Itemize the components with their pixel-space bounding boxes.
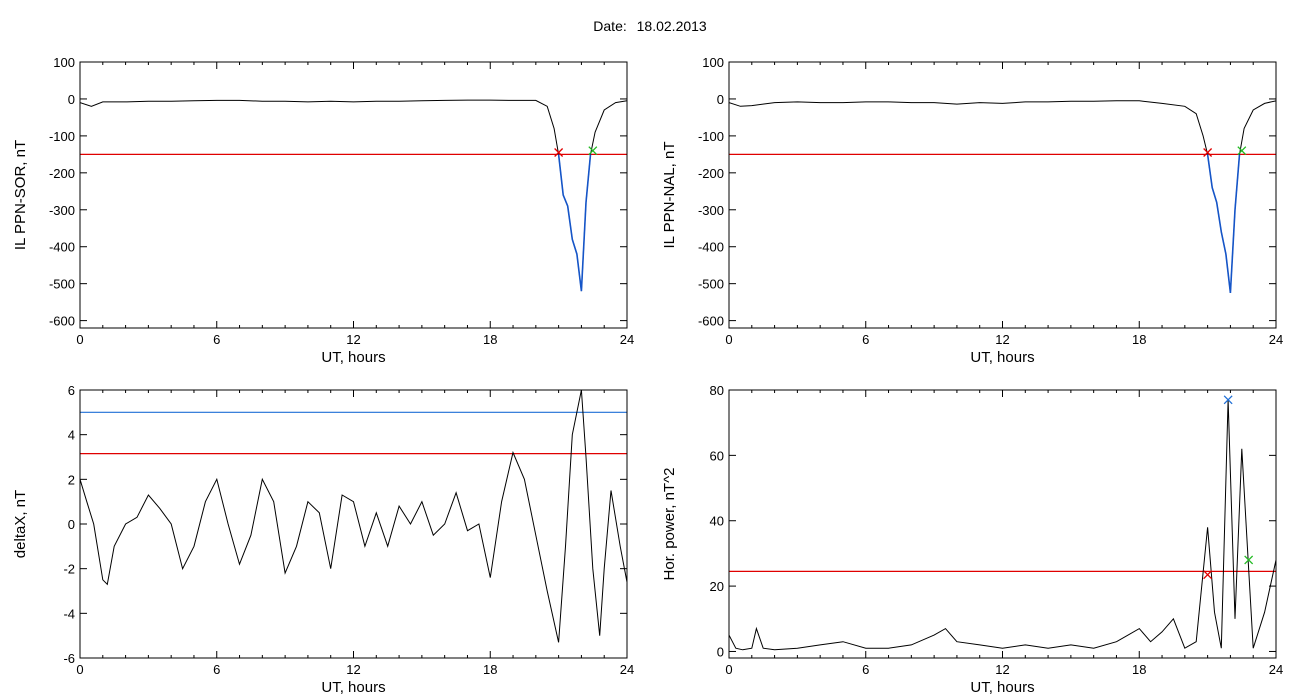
y-tick-label: -600	[49, 314, 75, 329]
x-tick-label: 18	[1132, 662, 1146, 677]
y-tick-label: 100	[702, 55, 724, 70]
x-tick-label: 24	[1269, 332, 1283, 347]
x-tick-label: 0	[725, 332, 732, 347]
x-tick-label: 0	[76, 332, 83, 347]
y-tick-label: -500	[49, 277, 75, 292]
x-tick-label: 12	[346, 332, 360, 347]
event-marker-green	[1237, 146, 1247, 156]
y-tick-label: 0	[68, 517, 75, 532]
y-tick-label: 2	[68, 472, 75, 487]
x-tick-label: 18	[1132, 332, 1146, 347]
y-tick-label: 0	[717, 644, 724, 659]
chart-panel-hor-power: 0 6 12 18 24 80 60 40 20 0 UT, hours Hor. power, nT…	[661, 383, 1283, 696]
x-tick-label: 12	[995, 662, 1009, 677]
y-tick-label: 0	[717, 92, 724, 107]
chart-panel-deltax: 0 6 12 18 24 6 4 2 0 -2 -4 -6 UT, hours deltaX, nT	[12, 383, 634, 696]
x-tick-label: 6	[213, 662, 220, 677]
x-tick-label: 6	[213, 332, 220, 347]
highlighted-segment	[1206, 154, 1241, 293]
series-line	[729, 100, 1276, 293]
plot-frame	[728, 389, 1277, 659]
y-tick-label: -600	[698, 314, 724, 329]
event-marker-red	[1203, 148, 1213, 157]
y-tick-label: 40	[710, 514, 724, 529]
chart-panel-il-ppn-nal: 0 6 12 18 24 100 0 -100 -200 -300 -400 -500 -600 UT, …	[661, 55, 1283, 366]
y-tick-label: -200	[49, 166, 75, 181]
y-tick-label: 60	[710, 448, 724, 463]
event-marker-green	[588, 146, 598, 156]
x-tick-label: 18	[483, 662, 497, 677]
x-tick-label: 6	[862, 662, 869, 677]
y-tick-label: -400	[698, 240, 724, 255]
date-label: Date:	[593, 18, 627, 34]
y-tick-label: 20	[710, 579, 724, 594]
y-tick-label: 0	[68, 92, 75, 107]
x-tick-label: 6	[862, 332, 869, 347]
x-tick-label: 0	[76, 662, 83, 677]
y-tick-label: -6	[63, 651, 75, 666]
y-tick-label: -100	[698, 129, 724, 144]
y-tick-label: 100	[53, 55, 75, 70]
event-marker-green	[1244, 555, 1254, 565]
y-tick-label: -2	[63, 562, 75, 577]
y-tick-label: -300	[49, 203, 75, 218]
highlighted-segment	[557, 154, 592, 292]
x-tick-label: 24	[620, 332, 634, 347]
page-title: Date: 18.02.2013	[0, 18, 1300, 34]
y-tick-label: 80	[710, 383, 724, 398]
x-axis-title: UT, hours	[970, 679, 1034, 696]
y-tick-label: -200	[698, 166, 724, 181]
event-marker-blue	[1223, 395, 1233, 405]
series-line	[80, 99, 627, 292]
series-line	[80, 390, 627, 643]
x-axis-title: UT, hours	[321, 349, 385, 366]
y-tick-label: -500	[698, 277, 724, 292]
x-tick-label: 24	[1269, 662, 1283, 677]
y-axis-title: IL PPN-SOR, nT	[12, 140, 29, 250]
x-tick-label: 12	[346, 662, 360, 677]
y-tick-label: -400	[49, 240, 75, 255]
event-marker-red	[554, 148, 564, 157]
x-tick-label: 18	[483, 332, 497, 347]
date-value: 18.02.2013	[636, 18, 707, 34]
plot-frame	[79, 389, 628, 659]
x-tick-label: 0	[725, 662, 732, 677]
y-axis-title: IL PPN-NAL, nT	[661, 142, 678, 249]
y-tick-label: 4	[68, 428, 75, 443]
y-tick-label: 6	[68, 383, 75, 398]
y-axis-title: Hor. power, nT^2	[661, 468, 678, 581]
series-line	[729, 399, 1276, 651]
x-tick-label: 24	[620, 662, 634, 677]
x-axis-title: UT, hours	[321, 679, 385, 696]
y-tick-label: -300	[698, 203, 724, 218]
event-marker-red	[1203, 570, 1213, 580]
x-axis-title: UT, hours	[970, 349, 1034, 366]
y-axis-title: deltaX, nT	[12, 490, 29, 558]
y-tick-label: -100	[49, 129, 75, 144]
y-tick-label: -4	[63, 606, 75, 621]
x-tick-label: 12	[995, 332, 1009, 347]
chart-panel-il-ppn-sor: 0 6 12 18 24 100 0 -100 -200 -300 -400 -500 -600 UT, …	[12, 55, 634, 366]
